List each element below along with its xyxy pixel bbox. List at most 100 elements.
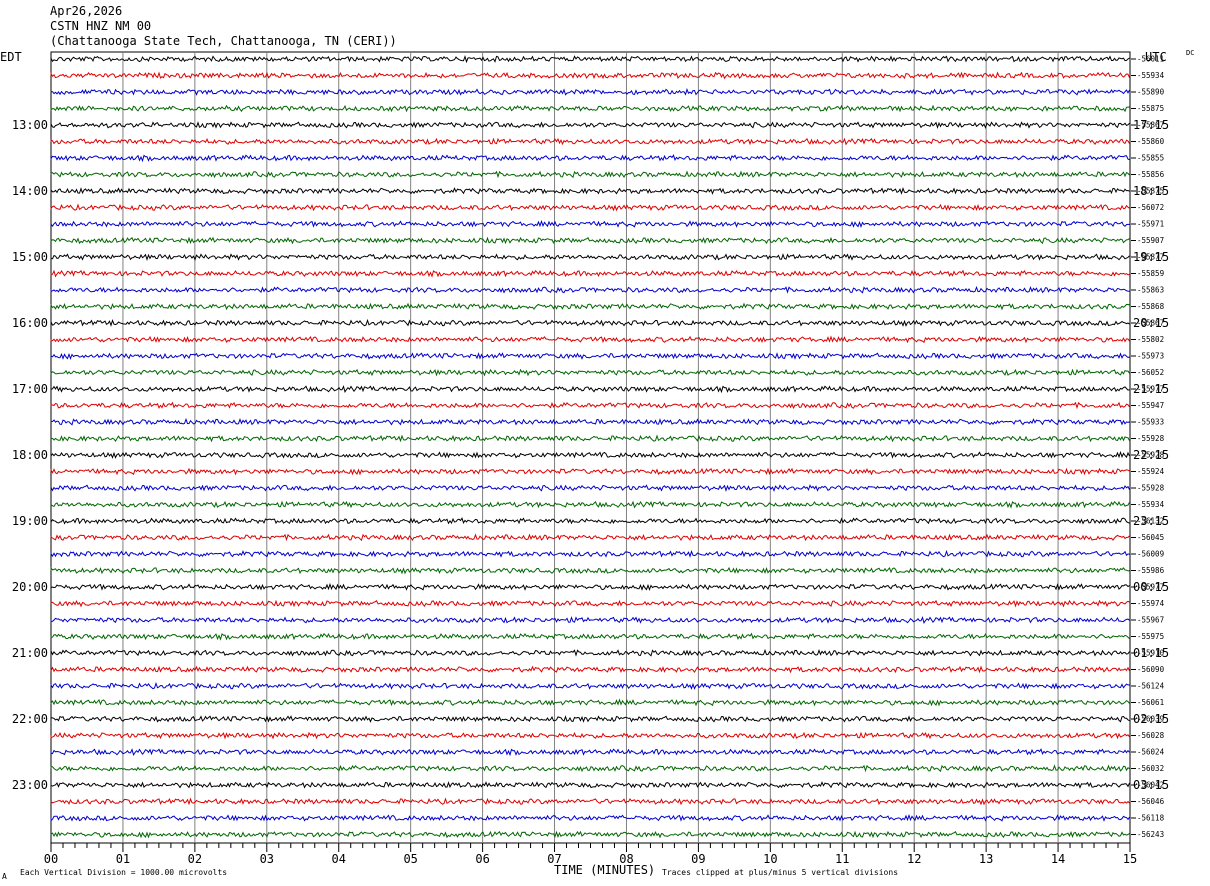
trace-row-45	[50, 797, 1130, 806]
left-hour-label: 18:00	[12, 448, 48, 462]
x-tick-label: 12	[907, 852, 921, 866]
dc-offset-label: -55933	[1137, 418, 1164, 427]
x-tick-label: 09	[691, 852, 705, 866]
dc-offset-label: -56061	[1137, 698, 1164, 707]
x-tick-label: 11	[835, 852, 849, 866]
x-tick-label: 02	[188, 852, 202, 866]
station-code: CSTN HNZ NM 00	[50, 19, 152, 33]
dc-offset-label: -56028	[1137, 731, 1165, 740]
x-tick-label: 00	[44, 852, 58, 866]
left-hour-label: 17:00	[12, 382, 48, 396]
trace-row-2	[50, 88, 1130, 96]
dc-offset-label: -56032	[1137, 764, 1164, 773]
right-timezone-label: UTC	[1145, 50, 1167, 64]
dc-offset-label: -55974	[1137, 599, 1165, 608]
trace-row-37	[50, 665, 1130, 674]
trace-row-30	[50, 549, 1130, 558]
x-axis-title: TIME (MINUTES)	[554, 863, 656, 877]
trace-row-23	[50, 434, 1130, 443]
trace-row-5	[50, 137, 1130, 146]
trace-row-31	[50, 566, 1130, 575]
trace-row-16	[50, 318, 1130, 327]
dc-offset-label: -56124	[1137, 682, 1165, 691]
dc-offset-label: -56009	[1137, 550, 1164, 559]
left-hour-label: 21:00	[12, 646, 48, 660]
trace-row-43	[50, 764, 1130, 773]
x-tick-label: 15	[1123, 852, 1137, 866]
x-tick-label: 03	[260, 852, 274, 866]
dc-offset-label: -55890	[1137, 88, 1165, 97]
left-hour-label: 16:00	[12, 316, 48, 330]
dc-offset-label: -55947	[1137, 401, 1164, 410]
dc-offset-label: -56045	[1137, 533, 1164, 542]
trace-row-1	[50, 71, 1130, 80]
trace-row-47	[50, 830, 1130, 839]
dc-offset-label: -56024	[1137, 748, 1165, 757]
dc-offset-label: -55907	[1137, 236, 1164, 245]
right-hour-label: 21:15	[1133, 382, 1169, 396]
trace-row-26	[50, 484, 1130, 492]
right-hour-label: 18:15	[1133, 184, 1169, 198]
trace-row-19	[50, 368, 1130, 377]
trace-row-15	[50, 302, 1130, 311]
trace-row-35	[50, 632, 1130, 641]
dc-offset-label: -55910	[1137, 649, 1165, 658]
corner-mark: A	[2, 872, 7, 881]
left-hour-label: 22:00	[12, 712, 48, 726]
trace-row-42	[50, 748, 1130, 757]
x-tick-label: 01	[116, 852, 130, 866]
trace-row-25	[50, 467, 1130, 476]
dc-offset-label: -55928	[1137, 451, 1165, 460]
trace-row-41	[50, 731, 1130, 740]
trace-row-4	[50, 121, 1130, 129]
trace-row-18	[50, 352, 1130, 360]
right-hour-label: 22:15	[1133, 448, 1169, 462]
trace-row-3	[50, 104, 1130, 113]
left-hour-label: 20:00	[12, 580, 48, 594]
trace-row-14	[50, 285, 1130, 294]
plot-date: Apr26,2026	[50, 4, 123, 18]
left-timezone-label: EDT	[0, 50, 22, 64]
dc-offset-label: -55973	[1137, 352, 1164, 361]
dc-offset-label: -55877	[1137, 253, 1164, 262]
dc-offset-label: -55977	[1137, 583, 1164, 592]
dc-offset-label: -55863	[1137, 286, 1164, 295]
trace-row-32	[50, 582, 1130, 591]
dc-offset-label: -55875	[1137, 104, 1164, 113]
dc-offset-label: -55855	[1137, 154, 1164, 163]
dc-offset-label: -55875	[1137, 187, 1164, 196]
trace-row-33	[50, 599, 1130, 608]
right-hour-label: 19:15	[1133, 250, 1169, 264]
station-location: (Chattanooga State Tech, Chattanooga, TN…	[50, 34, 397, 48]
x-tick-label: 05	[403, 852, 417, 866]
trace-row-17	[50, 335, 1130, 344]
dc-offset-label: -55934	[1137, 500, 1165, 509]
dc-offset-label: -55924	[1137, 467, 1165, 476]
trace-row-8	[50, 187, 1130, 195]
dc-offset-label: -56039	[1137, 715, 1164, 724]
x-tick-label: 04	[332, 852, 346, 866]
x-tick-label: 08	[619, 852, 633, 866]
left-hour-label: 13:00	[12, 118, 48, 132]
trace-row-27	[50, 500, 1130, 509]
dc-offset-label: -56052	[1137, 368, 1164, 377]
trace-row-40	[50, 715, 1130, 723]
trace-row-9	[50, 203, 1130, 212]
dc-offset-label: -56072	[1137, 203, 1164, 212]
right-hour-label: 02:15	[1133, 712, 1169, 726]
right-hour-label: 17:15	[1133, 118, 1169, 132]
left-hour-label: 23:00	[12, 778, 48, 792]
dc-offset-label: -55971	[1137, 220, 1164, 229]
dc-offset-label: -55860	[1137, 137, 1165, 146]
dc-offset-label: -56118	[1137, 814, 1165, 823]
right-hour-label: 23:15	[1133, 514, 1169, 528]
dc-offset-label: -55975	[1137, 632, 1164, 641]
trace-row-11	[50, 236, 1130, 245]
trace-row-44	[50, 781, 1130, 789]
dc-offset-label: -55986	[1137, 566, 1165, 575]
x-tick-label: 10	[763, 852, 777, 866]
trace-row-28	[50, 517, 1130, 525]
trace-row-29	[50, 533, 1130, 542]
dc-offset-label: -56243	[1137, 830, 1164, 839]
